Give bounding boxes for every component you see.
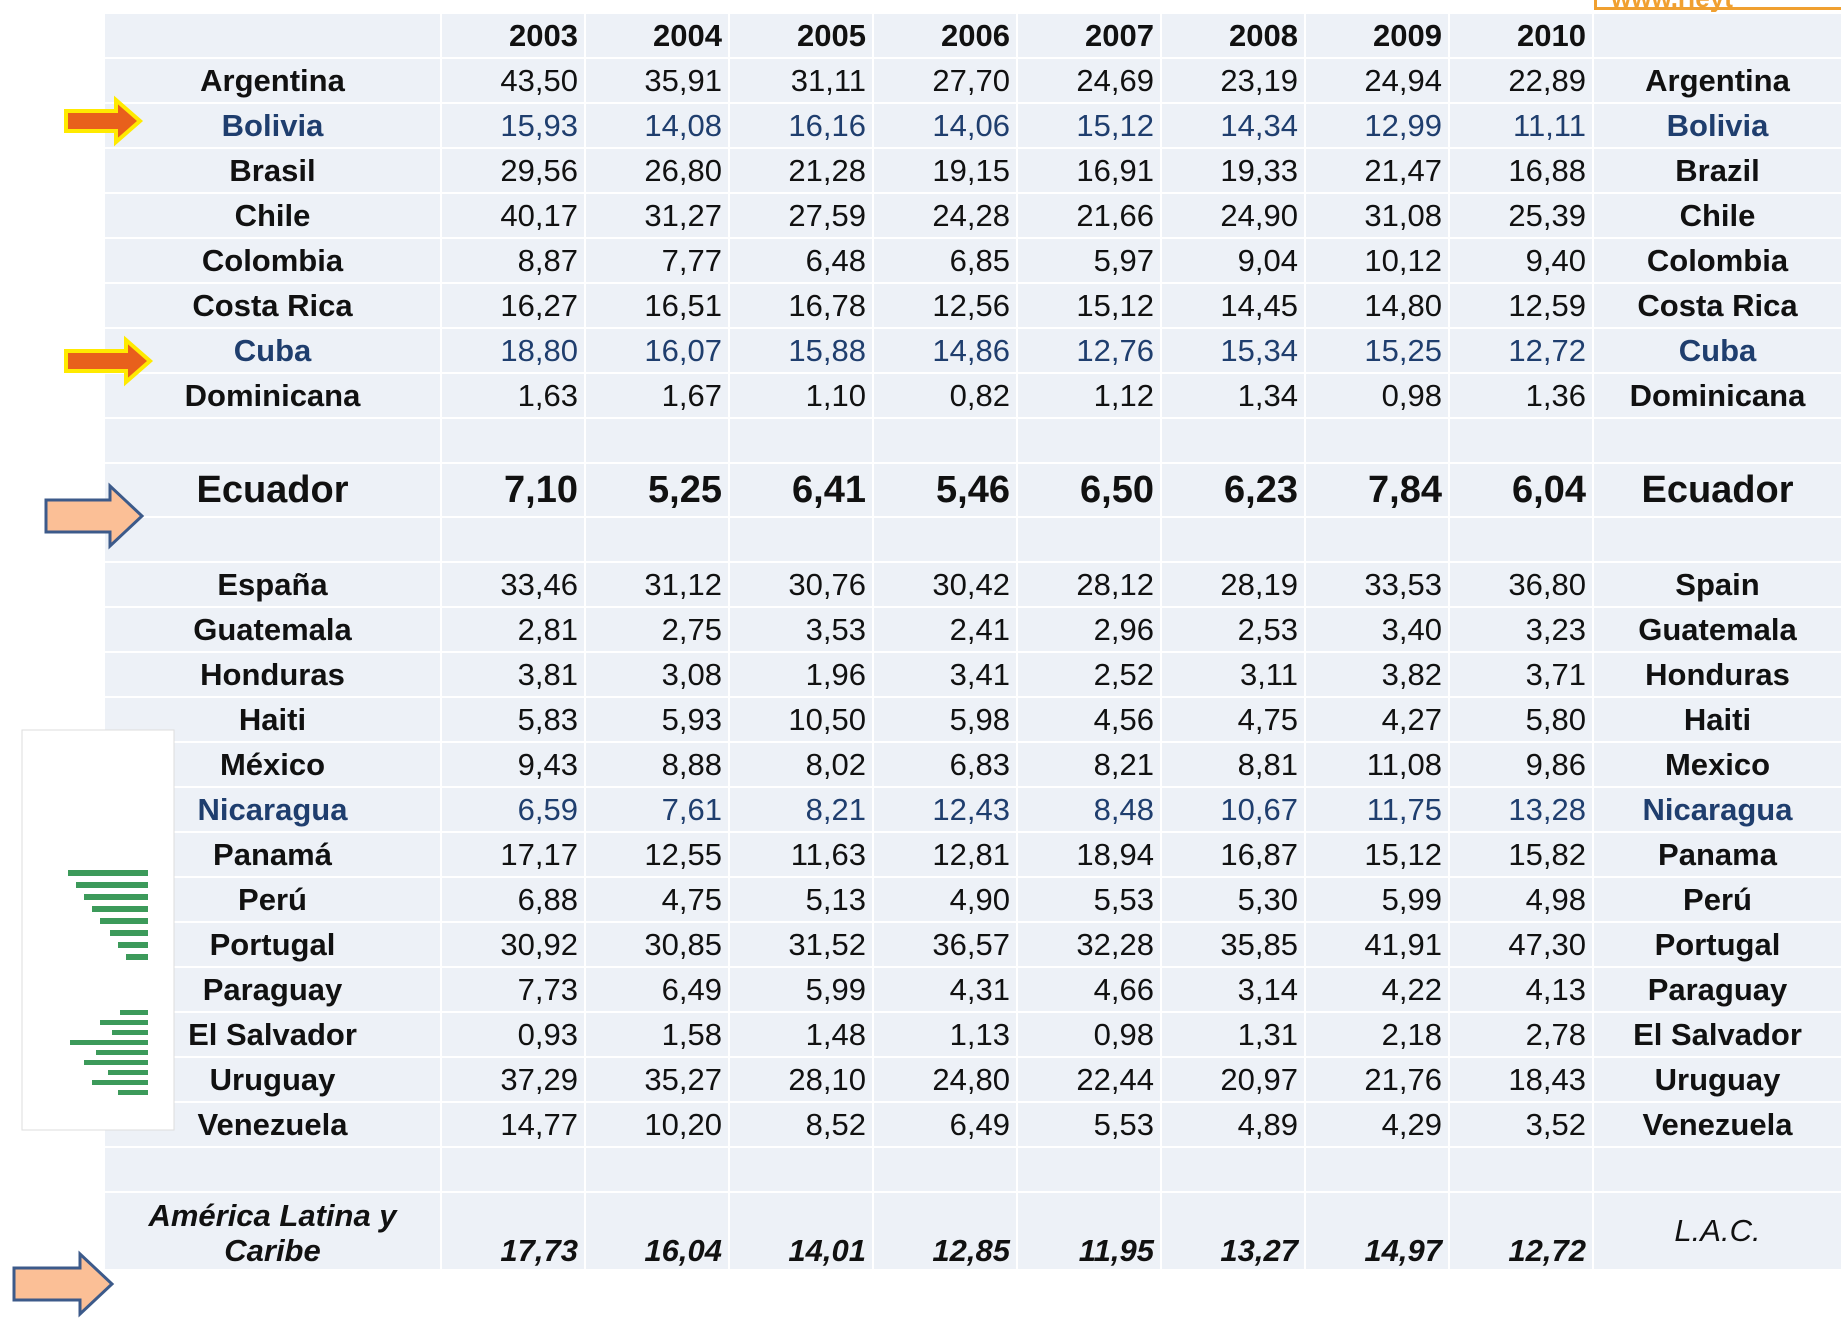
page: www.rieyt 200320042005200620072008200920… bbox=[0, 0, 1841, 1325]
arrow bbox=[66, 100, 140, 142]
arrow bbox=[66, 340, 150, 382]
thumbnail bbox=[22, 730, 174, 1130]
arrow bbox=[14, 1254, 112, 1314]
arrow bbox=[46, 486, 142, 546]
decorations bbox=[0, 0, 1841, 1325]
